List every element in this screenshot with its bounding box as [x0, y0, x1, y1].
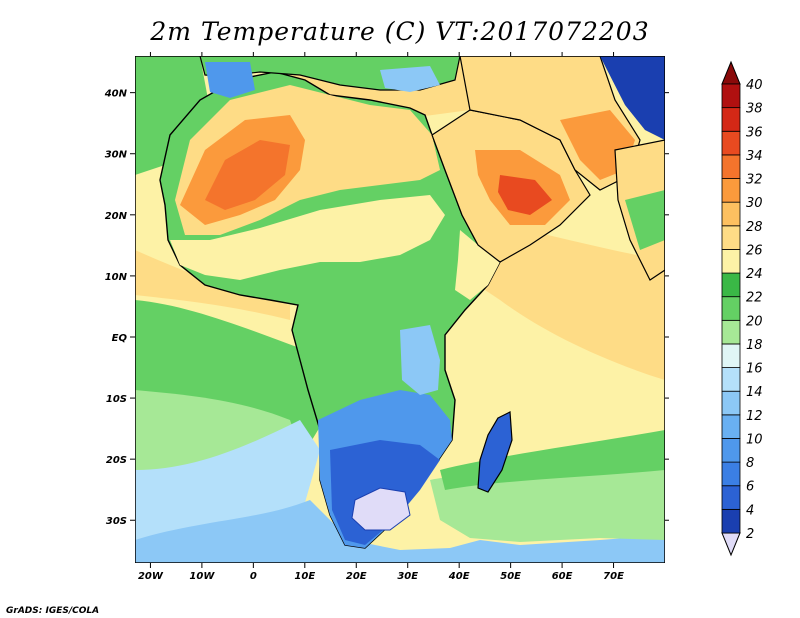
colorbar-swatch — [721, 485, 741, 510]
colorbar-label: 4 — [746, 503, 754, 518]
colorbar-label: 12 — [746, 409, 763, 424]
colorbar-label: 20 — [746, 314, 763, 329]
colorbar-swatch — [721, 225, 741, 250]
sahara-hottest — [205, 140, 290, 210]
lat-tick-label: 10S — [106, 394, 127, 405]
lon-tick-label: 20W — [138, 571, 164, 582]
lon-tick-label: 40E — [448, 571, 470, 582]
colorbar-label: 32 — [746, 173, 763, 188]
colorbar-swatch — [721, 178, 741, 203]
colorbar-swatch — [721, 272, 741, 298]
lat-tick-label: 20N — [105, 211, 128, 222]
sahel-warm — [170, 195, 445, 280]
colorbar-label: 26 — [746, 243, 763, 258]
colorbar-label: 10 — [746, 432, 763, 447]
madagascar — [477, 411, 513, 493]
colorbar-swatch — [721, 107, 741, 132]
lon-tick-label: 20E — [346, 571, 367, 582]
north-atlantic-green — [135, 56, 210, 175]
colorbar-label: 6 — [746, 480, 754, 495]
lon-tick-label: 10W — [189, 571, 215, 582]
lat-tick-label: 10N — [105, 272, 128, 283]
east-africa-cool — [400, 325, 440, 395]
horn-warm — [455, 230, 500, 300]
himalaya-cold — [600, 56, 665, 140]
lat-tick-label: 40N — [104, 89, 128, 100]
latitude-axis: 40N 30N 20N 10N EQ 10S 20S 30S — [104, 89, 669, 527]
colorbar-below-arrow — [721, 532, 741, 557]
balkan-cool — [380, 66, 440, 92]
colorbar-label: 34 — [746, 149, 763, 164]
lat-tick-label: EQ — [112, 333, 128, 344]
plot-title: 2m Temperature (C) VT:2017072203 — [149, 17, 649, 46]
colorbar-swatch — [721, 130, 741, 156]
lat-tick-label: 30N — [105, 150, 128, 161]
colorbar-swatch — [721, 438, 741, 463]
lat-tick-label: 20S — [106, 455, 127, 466]
colorbar-label: 18 — [746, 338, 763, 353]
colorbar-label: 8 — [746, 456, 754, 471]
colorbar-swatch — [721, 461, 741, 487]
lon-tick-label: 60E — [552, 571, 573, 582]
longitude-axis: 20W 10W 0 10E 20E 30E 40E 50E 60E 70E — [138, 52, 624, 582]
colorbar-label: 28 — [746, 220, 763, 235]
highveld-coldest — [351, 487, 411, 531]
india-green — [625, 190, 665, 250]
colorbar-label: 16 — [746, 362, 763, 377]
colorbar-label: 36 — [746, 125, 763, 140]
lat-tick-label: 30S — [106, 516, 127, 527]
lon-tick-label: 30E — [397, 571, 418, 582]
lon-tick-label: 10E — [294, 571, 315, 582]
arabian-sea-warm — [470, 220, 665, 380]
iberia-cool — [205, 62, 255, 98]
map-panel — [135, 56, 665, 563]
colorbar-label: 30 — [746, 196, 763, 211]
lon-tick-label: 50E — [500, 571, 521, 582]
colorbar-label: 2 — [746, 527, 754, 542]
arabia-hottest — [498, 175, 552, 215]
colorbar-swatch — [721, 249, 741, 274]
colorbar-swatch — [721, 367, 741, 392]
colorbar-label: 40 — [746, 78, 763, 93]
colorbar-swatch — [721, 154, 741, 179]
colorbar-label: 38 — [746, 102, 763, 117]
lon-tick-label: 0 — [250, 571, 257, 582]
colorbar-swatch — [721, 83, 741, 109]
colorbar-swatch — [721, 414, 741, 439]
colorbar-label: 14 — [746, 385, 763, 400]
colorbar-above-arrow — [721, 60, 741, 85]
colorbar-swatch — [721, 201, 741, 227]
lon-tick-label: 70E — [603, 571, 624, 582]
southern-ocean-cold — [135, 500, 665, 563]
colorbar-swatch — [721, 508, 741, 534]
colorbar-label: 22 — [746, 291, 763, 306]
colorbar-swatch — [721, 319, 741, 345]
colorbar-swatch — [721, 390, 741, 416]
colorbar-label: 24 — [746, 267, 763, 282]
colorbar-swatch — [721, 343, 741, 368]
colorbar-swatch — [721, 296, 741, 321]
credit-label: GrADS: IGES/COLA — [6, 606, 99, 616]
